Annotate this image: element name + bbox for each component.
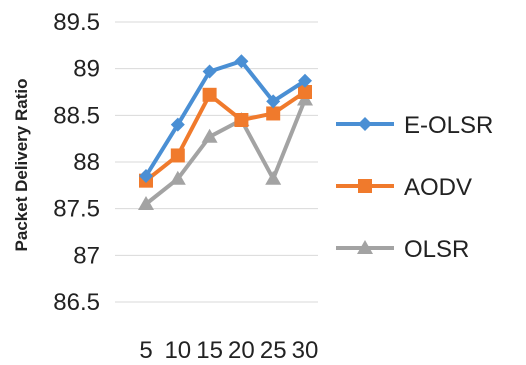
series-line bbox=[144, 59, 307, 178]
y-tick-label: 89 bbox=[73, 56, 100, 83]
x-tick-label: 10 bbox=[164, 337, 191, 364]
series-layer bbox=[138, 54, 313, 210]
data-point bbox=[202, 64, 217, 79]
data-point bbox=[298, 73, 312, 88]
gridlines bbox=[115, 21, 318, 303]
legend-label: OLSR bbox=[404, 236, 469, 263]
legend-marker bbox=[358, 117, 372, 131]
legend-item-aodv: AODV bbox=[336, 174, 472, 201]
y-axis-ticks: 89.5 89 88.5 88 87.5 87 86.5 bbox=[53, 9, 100, 316]
series-aodv bbox=[139, 85, 312, 188]
y-tick-label: 87 bbox=[73, 242, 100, 269]
data-point bbox=[265, 170, 282, 185]
data-point bbox=[170, 117, 185, 132]
data-point bbox=[139, 169, 153, 183]
legend-marker bbox=[358, 179, 372, 193]
y-tick-label: 88 bbox=[73, 149, 100, 176]
data-point bbox=[266, 94, 281, 109]
series-e-olsr bbox=[139, 54, 312, 183]
x-tick-label: 5 bbox=[139, 337, 152, 364]
legend: E-OLSR AODV OLSR bbox=[336, 112, 493, 263]
x-tick-label: 25 bbox=[260, 337, 287, 364]
x-tick-label: 30 bbox=[292, 337, 319, 364]
legend-label: AODV bbox=[404, 174, 472, 201]
data-point bbox=[298, 85, 312, 99]
data-point bbox=[234, 113, 249, 127]
legend-item-olsr: OLSR bbox=[336, 236, 469, 263]
data-point bbox=[169, 170, 186, 185]
data-point bbox=[138, 196, 154, 210]
data-point bbox=[234, 54, 249, 69]
data-point bbox=[202, 87, 217, 102]
y-tick-label: 86.5 bbox=[53, 289, 100, 316]
data-point bbox=[201, 128, 218, 143]
legend-label: E-OLSR bbox=[404, 112, 493, 139]
legend-marker bbox=[357, 240, 373, 254]
y-tick-label: 87.5 bbox=[53, 196, 100, 223]
legend-item-e-olsr: E-OLSR bbox=[336, 112, 493, 139]
y-tick-label: 88.5 bbox=[53, 102, 100, 129]
x-tick-label: 15 bbox=[196, 337, 223, 364]
y-axis-label: Packet Delivery Ratio bbox=[12, 79, 31, 252]
data-point bbox=[170, 148, 185, 163]
x-tick-label: 20 bbox=[228, 337, 255, 364]
data-point bbox=[266, 106, 281, 121]
x-axis-ticks: 5 10 15 20 25 30 bbox=[139, 337, 318, 364]
y-tick-label: 89.5 bbox=[53, 9, 100, 36]
